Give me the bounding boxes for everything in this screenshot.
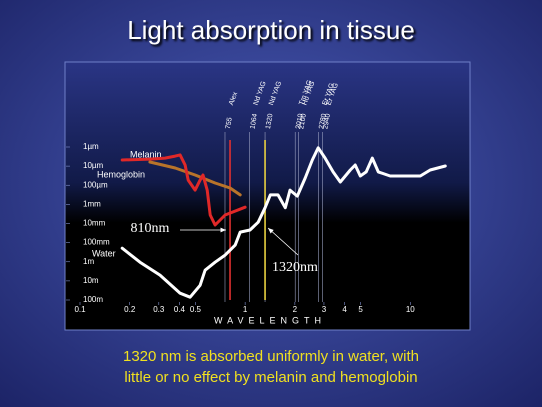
y-tick-label: 100mm	[83, 238, 110, 247]
laser-wavelength: 1320	[265, 113, 275, 130]
series-label: Hemoglobin	[97, 169, 145, 179]
laser-name: Alex	[228, 91, 239, 107]
x-tick-label: 1	[243, 305, 248, 314]
y-tick-label: 100m	[83, 295, 103, 304]
laser-wavelength: 2100	[298, 113, 308, 130]
series-line	[120, 153, 247, 227]
x-tick-label: 2	[293, 305, 298, 314]
caption: 1320 nm is absorbed uniformly in water, …	[123, 348, 419, 365]
laser-wavelength: 1064	[249, 113, 259, 130]
x-tick-label: 0.5	[190, 305, 202, 314]
x-tick-label: 0.4	[174, 305, 186, 314]
x-tick-label: 0.2	[124, 305, 136, 314]
laser-wavelength: 2940	[322, 113, 332, 130]
annotation: 810nm	[131, 221, 170, 236]
series-label: Water	[92, 248, 116, 258]
annotation: 1320nm	[272, 260, 318, 275]
y-tick-label: 10mm	[83, 219, 106, 228]
annotation-arrow	[267, 227, 299, 256]
y-tick-label: 10µm	[83, 161, 104, 170]
caption: little or no effect by melanin and hemog…	[124, 369, 417, 386]
laser-wavelength: 755	[225, 117, 234, 130]
x-tick-label: 0.3	[153, 305, 165, 314]
x-tick-label: 0.1	[74, 305, 86, 314]
y-tick-label: 100µm	[83, 180, 108, 189]
series-label: Melanin	[130, 149, 162, 159]
y-tick-label: 1mm	[83, 199, 101, 208]
slide-title: Light absorption in tissue	[127, 15, 415, 45]
x-tick-label: 5	[358, 305, 363, 314]
x-tick-label: 4	[342, 305, 347, 314]
x-tick-label: 10	[406, 305, 415, 314]
y-tick-label: 10m	[83, 276, 99, 285]
laser-wavelength: 2010	[295, 113, 305, 130]
chart-panel	[64, 61, 471, 331]
series-line	[120, 146, 447, 299]
y-tick-label: 1m	[83, 257, 94, 266]
x-tick-label: 3	[322, 305, 327, 314]
x-axis-label: WAVELENGTH	[214, 315, 326, 325]
laser-wavelength: 2780	[318, 113, 328, 130]
y-tick-label: 1µm	[83, 142, 99, 151]
